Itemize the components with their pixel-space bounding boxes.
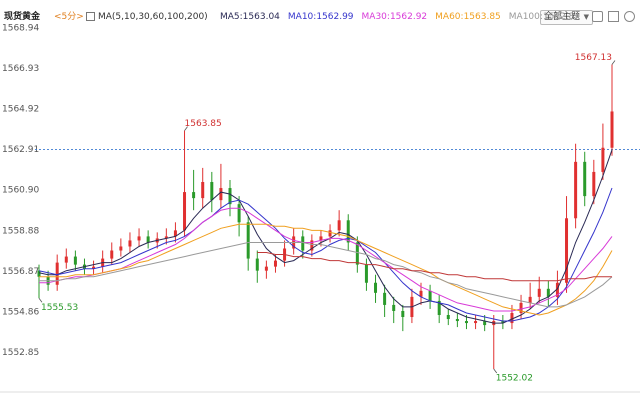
candle-body	[37, 270, 41, 277]
candle-body	[319, 236, 323, 241]
candle-body	[146, 236, 150, 243]
checkbox[interactable]	[86, 12, 95, 21]
candle-body	[364, 264, 368, 283]
candle-body	[210, 182, 214, 201]
ma-line	[39, 223, 613, 316]
candle-body	[437, 300, 441, 315]
legend-entry: MA60:1563.85	[435, 12, 501, 22]
candle-body	[228, 188, 232, 205]
legend-entry: MA100:1562.8	[508, 12, 575, 22]
candle-body	[455, 319, 459, 322]
y-tick-label: 1556.87	[2, 267, 39, 277]
candle-body	[592, 171, 596, 197]
candle-body	[128, 240, 132, 247]
candle-body	[183, 192, 187, 231]
candle-body	[601, 147, 605, 172]
candle-body	[201, 182, 205, 199]
candle-body	[610, 111, 614, 148]
y-tick-label: 1558.88	[2, 226, 39, 236]
ma-line	[257, 252, 612, 282]
candle-body	[92, 266, 96, 269]
candle-body	[474, 321, 478, 324]
period-selector[interactable]: <5分>	[54, 12, 84, 22]
candle-body	[264, 266, 268, 271]
candle-body	[237, 204, 241, 223]
y-tick-label: 1554.86	[2, 307, 39, 317]
ma-line	[38, 149, 613, 324]
candle-body	[328, 230, 332, 237]
low-marker	[493, 368, 498, 374]
candle-body	[574, 161, 578, 219]
candle-body	[428, 290, 432, 301]
legend-entry: MA30:1562.92	[361, 12, 428, 22]
candle-body	[419, 290, 423, 297]
y-tick-label: 1560.90	[2, 186, 39, 196]
refresh-icon[interactable]	[624, 11, 635, 22]
candle-body	[164, 236, 168, 239]
candle-body	[173, 230, 177, 237]
candle-body	[192, 192, 196, 199]
candle-body	[64, 256, 68, 263]
legend-entry: MA10:1562.99	[287, 12, 354, 22]
candle-body	[137, 236, 141, 241]
y-tick-label: 1568.94	[2, 24, 39, 34]
ma-line	[38, 187, 613, 322]
y-tick-label: 1562.91	[2, 145, 39, 155]
ma-params: MA(5,10,30,60,100,200)	[98, 12, 208, 22]
candle-body	[483, 321, 487, 326]
candle-body	[555, 282, 559, 297]
candle-body	[546, 288, 550, 297]
candle-body	[246, 222, 250, 259]
high-marker	[184, 126, 188, 131]
ma-line	[39, 242, 613, 308]
settings-icon[interactable]	[592, 11, 603, 22]
candle-body	[464, 321, 468, 324]
candle-body	[337, 220, 341, 231]
candle-body	[510, 312, 514, 324]
candle-body	[219, 188, 223, 201]
candle-body	[537, 288, 541, 297]
candle-body	[528, 296, 532, 303]
candle-body	[310, 240, 314, 251]
candle-body	[519, 302, 523, 313]
candle-body	[55, 262, 59, 285]
high-marker	[611, 60, 616, 65]
theme-button-label: 全部主题	[544, 12, 581, 22]
y-tick-label: 1564.92	[2, 105, 39, 115]
dropdown-caret: ▼	[583, 13, 590, 21]
high-label: 1567.13	[575, 53, 612, 63]
candle-body	[583, 161, 587, 197]
fullscreen-icon[interactable]	[608, 11, 619, 22]
low-marker	[38, 298, 43, 303]
y-tick-label: 1566.93	[2, 64, 39, 74]
candle-body	[273, 260, 277, 267]
candle-body	[110, 250, 114, 259]
low-label: 1555.53	[41, 303, 78, 313]
candle-body	[119, 246, 123, 251]
candle-body	[565, 218, 569, 283]
candle-body	[355, 242, 359, 265]
candle-body	[401, 310, 405, 318]
candle-body	[374, 282, 378, 293]
legend-entry: MA5:1563.04	[220, 12, 280, 22]
y-tick-label: 1552.85	[2, 348, 39, 358]
candle-body	[501, 321, 505, 324]
candle-body	[383, 292, 387, 305]
instrument-name: 现货黄金	[4, 12, 41, 22]
candle-body	[446, 314, 450, 320]
candle-body	[392, 304, 396, 311]
header: 现货黄金 <5分> MA(5,10,30,60,100,200) 全部主题 ▼ M…	[0, 9, 640, 25]
high-label: 1563.85	[185, 119, 222, 129]
low-label: 1552.02	[496, 374, 533, 384]
candle-body	[301, 236, 305, 251]
candle-body	[255, 258, 259, 271]
candle-body	[73, 256, 77, 265]
candle-body	[346, 220, 350, 243]
